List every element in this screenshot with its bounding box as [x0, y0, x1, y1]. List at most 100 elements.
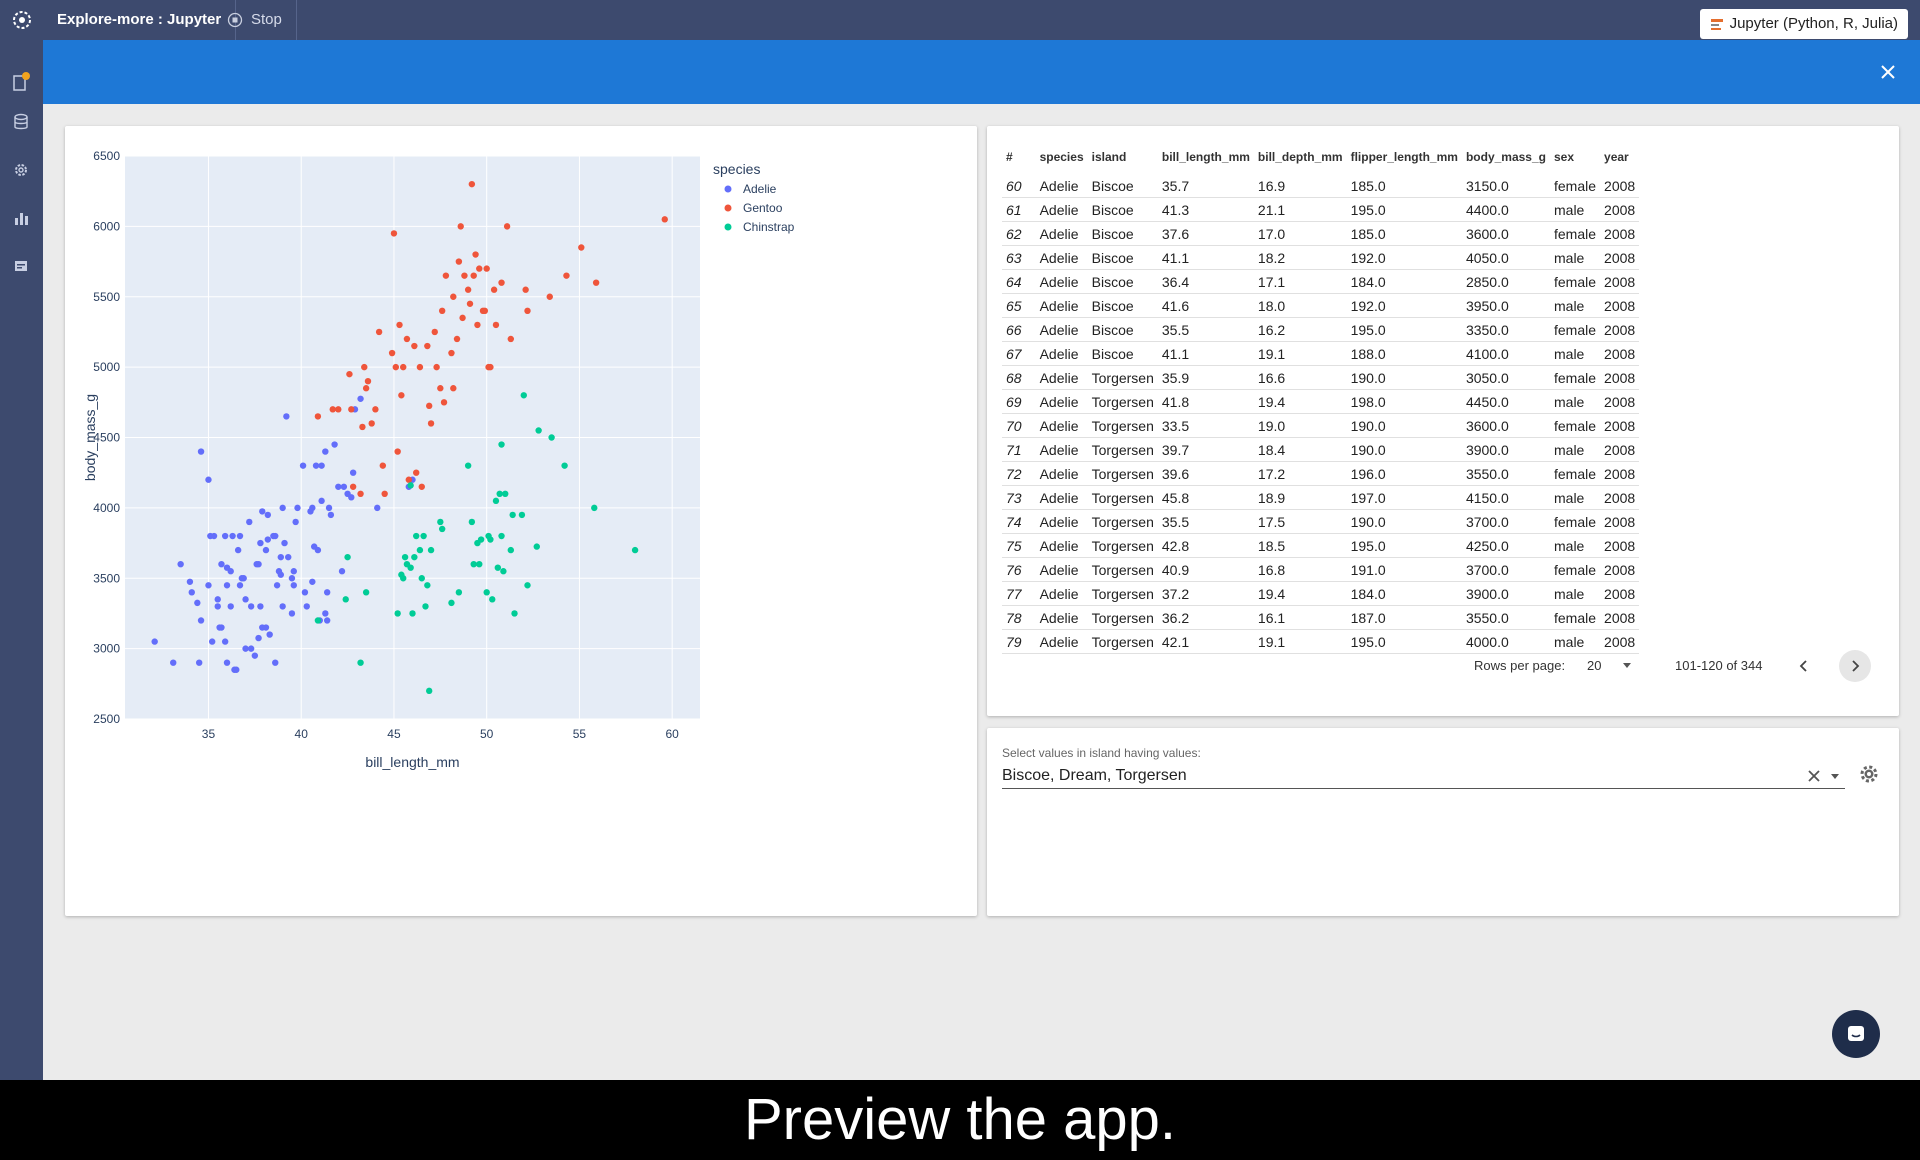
kernel-selector[interactable]: Jupyter (Python, R, Julia) [1699, 9, 1908, 39]
data-point-gentoo[interactable] [396, 321, 403, 329]
data-point-gentoo[interactable] [364, 378, 372, 385]
table-row[interactable]: 69 Adelie Torgersen 41.8 19.4 198.0 4450.0 male… [1002, 389, 1640, 414]
data-point-chinstrap[interactable] [591, 504, 598, 512]
table-row[interactable]: 70 Adelie Torgersen 33.5 19.0 190.0 3600.0 fema… [1002, 413, 1640, 438]
rows-per-page-select[interactable]: 20 [1587, 658, 1602, 673]
next-page-button[interactable] [1839, 650, 1871, 682]
data-point-chinstrap[interactable] [470, 560, 477, 568]
data-point-adelie[interactable] [221, 532, 229, 540]
data-point-gentoo[interactable] [379, 462, 387, 469]
data-point-chinstrap[interactable] [476, 560, 483, 568]
data-point-chinstrap[interactable] [511, 610, 518, 617]
data-point-gentoo[interactable] [375, 328, 383, 336]
data-point-gentoo[interactable] [403, 335, 411, 343]
data-point-adelie[interactable] [279, 603, 286, 610]
data-point-gentoo[interactable] [492, 321, 500, 329]
data-point-gentoo[interactable] [507, 335, 515, 343]
data-point-adelie[interactable] [227, 603, 234, 610]
data-point-gentoo[interactable] [522, 286, 529, 293]
table-row[interactable]: 62 Adelie Biscoe 37.6 17.0 185.0 3600.0 female 2… [1002, 221, 1640, 246]
data-point-adelie[interactable] [170, 659, 177, 666]
data-point-gentoo[interactable] [424, 342, 431, 350]
data-point-adelie[interactable] [194, 599, 201, 607]
data-point-adelie[interactable] [290, 582, 297, 589]
data-point-gentoo[interactable] [357, 490, 364, 497]
data-point-gentoo[interactable] [476, 265, 483, 272]
data-point-gentoo[interactable] [485, 363, 492, 371]
data-point-adelie[interactable] [247, 645, 255, 652]
data-point-adelie[interactable] [195, 659, 203, 666]
data-point-adelie[interactable] [266, 631, 273, 638]
data-point-gentoo[interactable] [329, 406, 336, 413]
data-point-gentoo[interactable] [394, 448, 401, 455]
data-point-gentoo[interactable] [442, 272, 450, 279]
column-header[interactable]: year [1604, 150, 1629, 164]
data-point-gentoo[interactable] [427, 420, 435, 427]
data-point-adelie[interactable] [285, 553, 292, 561]
data-point-gentoo[interactable] [381, 490, 388, 497]
data-point-adelie[interactable] [262, 546, 270, 554]
data-point-adelie[interactable] [208, 638, 216, 645]
data-point-chinstrap[interactable] [448, 599, 455, 607]
data-point-gentoo[interactable] [455, 258, 463, 265]
data-point-adelie[interactable] [255, 634, 262, 642]
data-point-adelie[interactable] [318, 462, 325, 469]
data-point-adelie[interactable] [323, 589, 331, 596]
data-point-gentoo[interactable] [437, 385, 444, 392]
caret-down-icon[interactable] [1621, 659, 1633, 674]
clear-icon[interactable] [1804, 766, 1824, 786]
data-point-adelie[interactable] [247, 603, 255, 610]
data-point-adelie[interactable] [218, 624, 225, 631]
data-point-gentoo[interactable] [346, 370, 353, 378]
data-point-adelie[interactable] [257, 539, 264, 547]
data-point-adelie[interactable] [236, 532, 244, 540]
data-point-chinstrap[interactable] [548, 434, 555, 441]
data-point-chinstrap[interactable] [483, 589, 490, 596]
data-point-adelie[interactable] [299, 462, 307, 469]
data-point-gentoo[interactable] [398, 392, 405, 399]
data-point-adelie[interactable] [264, 536, 272, 543]
data-point-adelie[interactable] [272, 659, 279, 666]
data-point-gentoo[interactable] [468, 180, 476, 188]
table-row[interactable]: 60 Adelie Biscoe 35.7 16.9 185.0 3150.0 female 2… [1002, 174, 1640, 198]
data-point-adelie[interactable] [318, 497, 325, 505]
stop-button[interactable]: Stop [213, 0, 297, 40]
legend-item-adelie[interactable]: Adelie [743, 182, 777, 196]
data-point-gentoo[interactable] [592, 279, 600, 286]
data-point-adelie[interactable] [348, 494, 355, 501]
data-point-adelie[interactable] [227, 568, 234, 575]
data-point-gentoo[interactable] [349, 483, 357, 490]
data-point-gentoo[interactable] [392, 363, 400, 371]
data-point-gentoo[interactable] [440, 399, 448, 406]
data-point-adelie[interactable] [259, 508, 266, 515]
column-header[interactable]: island [1091, 150, 1127, 164]
data-point-gentoo[interactable] [416, 363, 424, 371]
data-point-adelie[interactable] [236, 582, 244, 589]
data-point-adelie[interactable] [301, 589, 309, 596]
data-point-adelie[interactable] [151, 638, 158, 645]
data-point-adelie[interactable] [309, 578, 316, 585]
data-point-gentoo[interactable] [578, 244, 585, 251]
data-point-adelie[interactable] [288, 575, 296, 582]
data-point-adelie[interactable] [323, 617, 331, 624]
table-row[interactable]: 65 Adelie Biscoe 41.6 18.0 192.0 3950.0 male 200… [1002, 293, 1640, 318]
data-point-gentoo[interactable] [348, 406, 355, 413]
data-point-adelie[interactable] [312, 462, 320, 469]
data-point-chinstrap[interactable] [631, 546, 639, 554]
app-logo-icon[interactable] [0, 0, 43, 40]
column-header[interactable]: bill_length_mm [1161, 150, 1250, 164]
data-point-chinstrap[interactable] [487, 536, 494, 543]
data-point-adelie[interactable] [197, 448, 205, 455]
data-point-chinstrap[interactable] [394, 610, 401, 617]
data-point-adelie[interactable] [205, 476, 212, 483]
data-point-gentoo[interactable] [413, 469, 420, 476]
gear-icon[interactable] [1857, 762, 1881, 786]
data-point-adelie[interactable] [177, 560, 184, 568]
data-point-chinstrap[interactable] [535, 427, 542, 434]
close-icon[interactable] [1874, 58, 1902, 86]
data-point-chinstrap[interactable] [524, 582, 531, 589]
data-point-gentoo[interactable] [459, 314, 466, 322]
data-point-adelie[interactable] [255, 560, 262, 568]
data-point-adelie[interactable] [221, 638, 229, 645]
data-point-chinstrap[interactable] [455, 589, 463, 596]
